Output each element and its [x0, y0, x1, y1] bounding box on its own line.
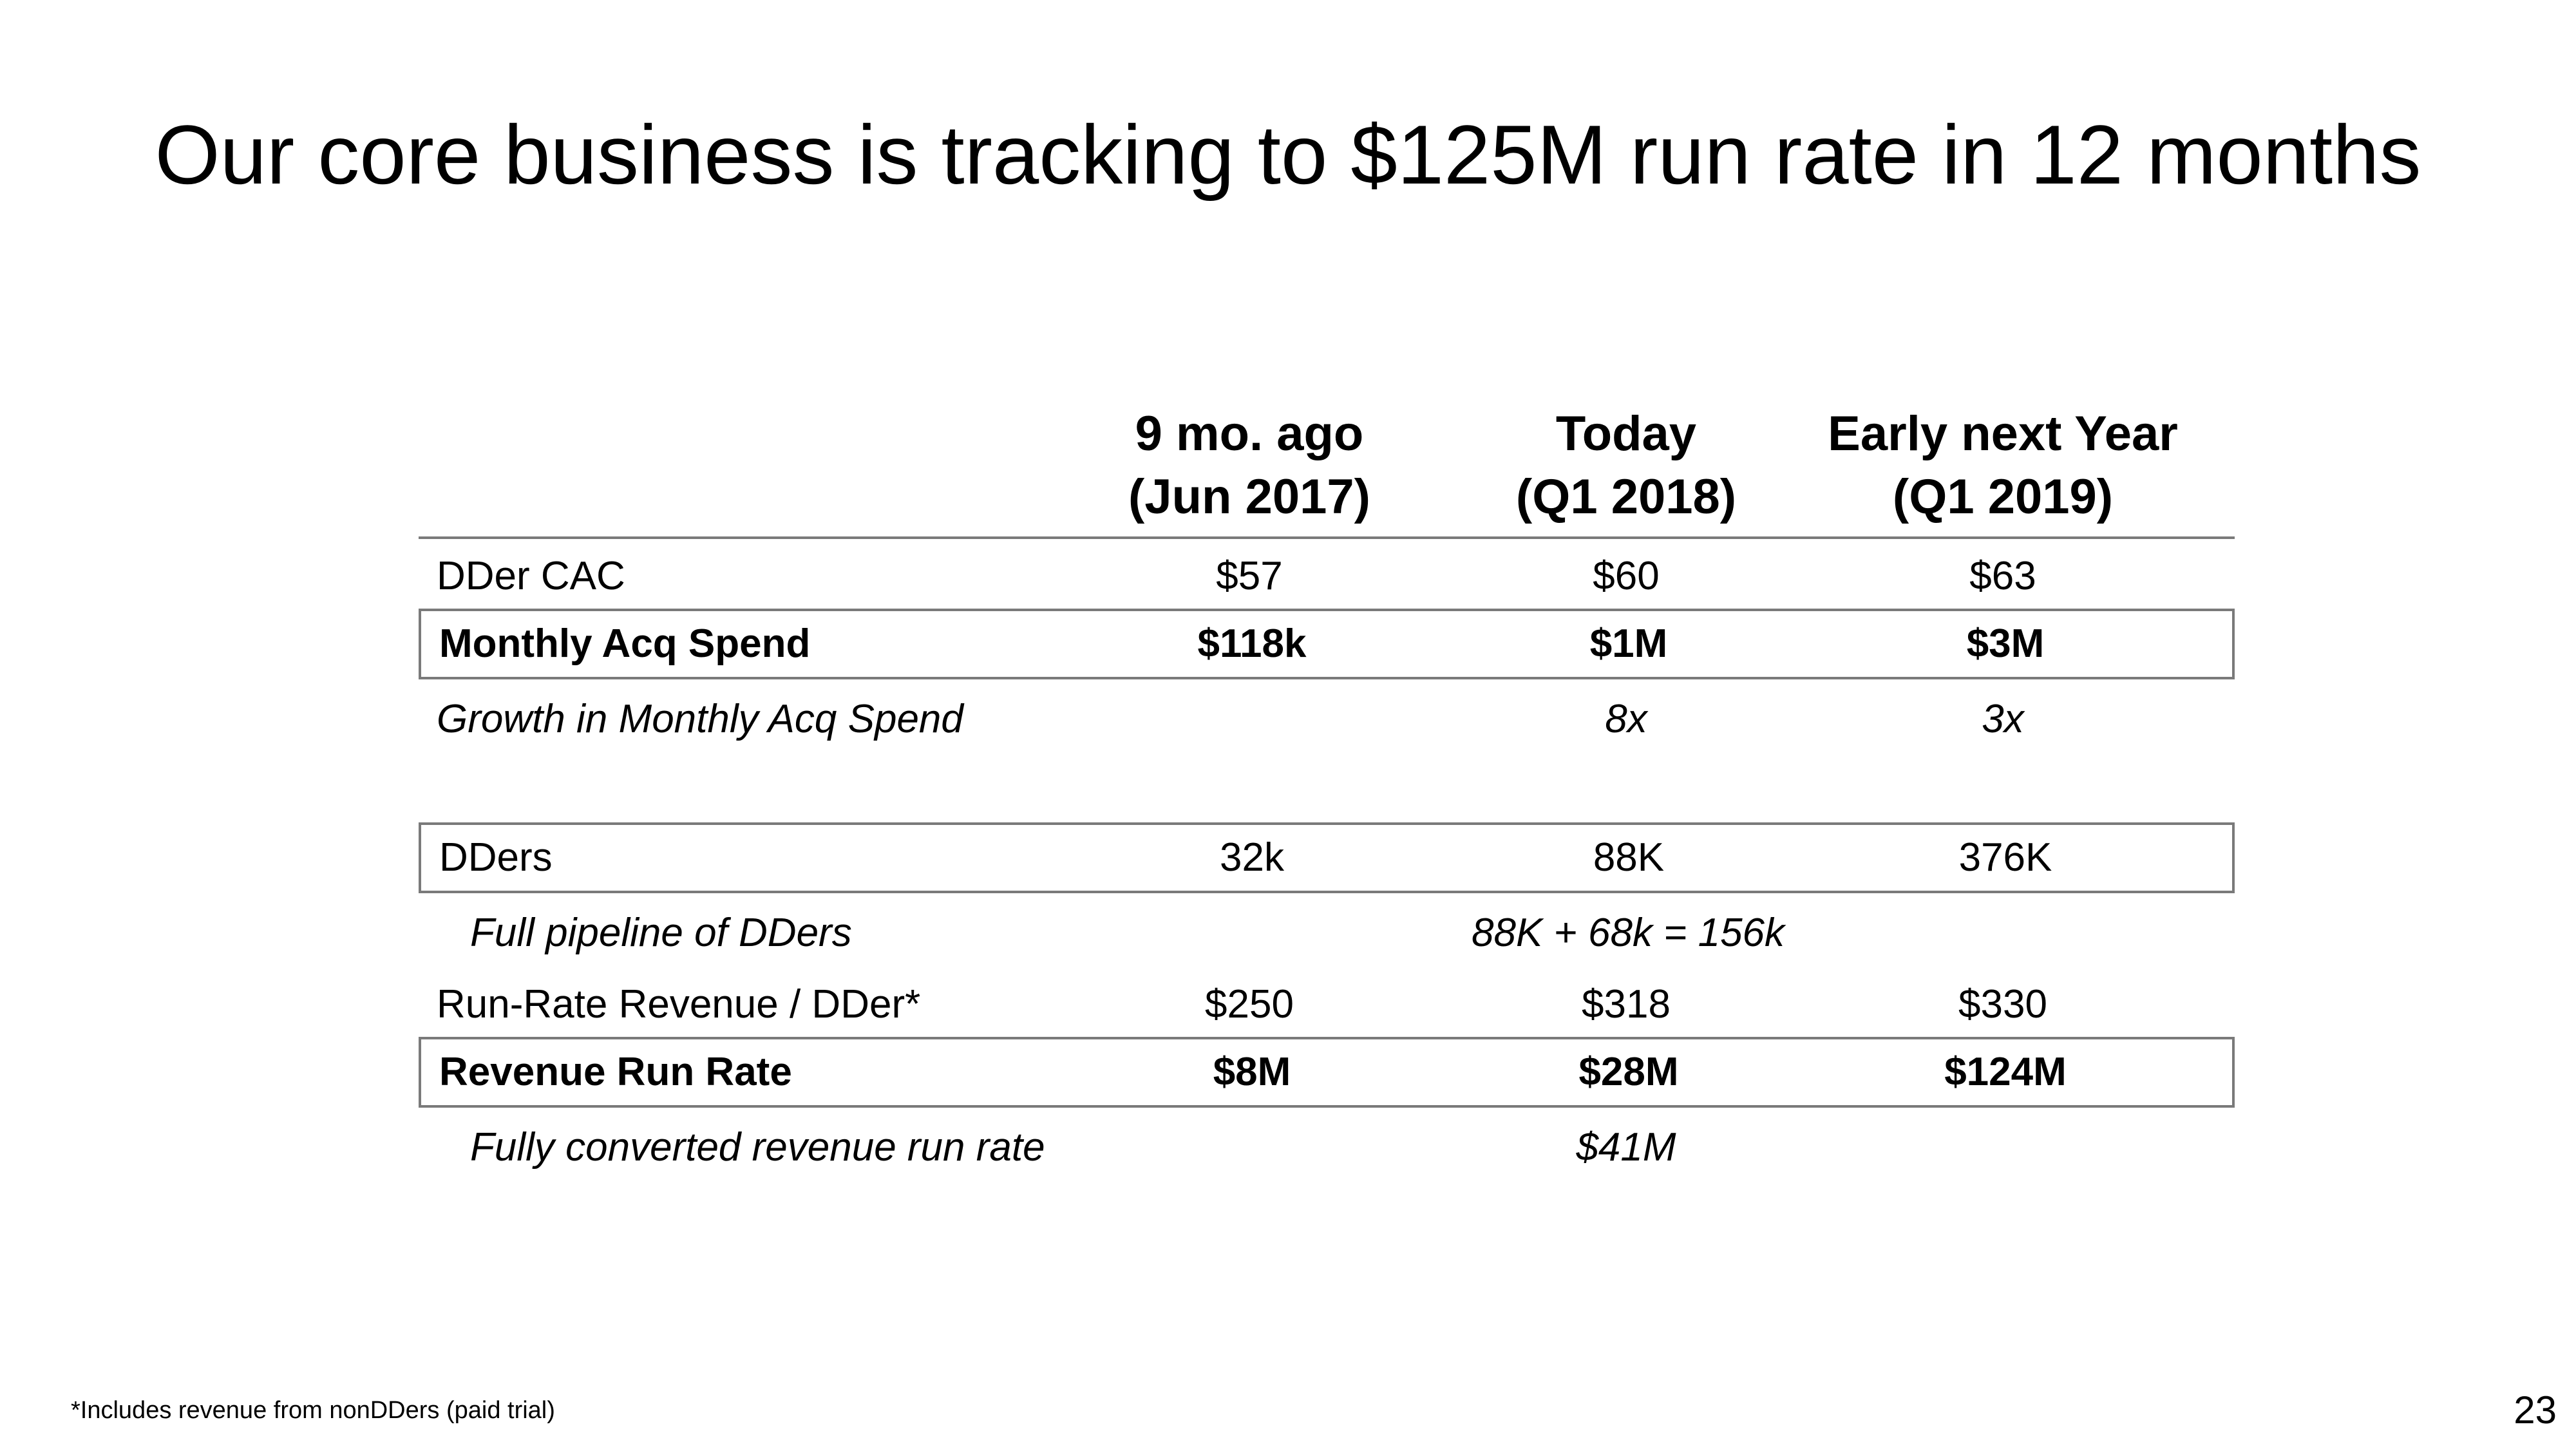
row-label: Fully converted revenue run rate [470, 1125, 1045, 1170]
cell-early-next-year: $63 [1969, 554, 2036, 598]
column-header-line2: (Q1 2019) [1892, 469, 2114, 524]
row-label: DDer CAC [437, 554, 625, 598]
cell-early-next-year: $3M [1966, 621, 2045, 666]
column-header-line1: Early next Year [1828, 406, 2178, 461]
cell-today: 88K + 68k = 156k [1472, 911, 1785, 955]
row-fully-converted-run-rate: Fully converted revenue run rate $41M [419, 1112, 2235, 1183]
column-header-today: Today (Q1 2018) [1465, 402, 1787, 538]
cell-today: $41M [1576, 1125, 1676, 1170]
cell-9mo-ago: $250 [1205, 982, 1294, 1027]
row-label: Revenue Run Rate [439, 1050, 792, 1094]
cell-9mo-ago: 32k [1220, 835, 1284, 880]
slide-title: Our core business is tracking to $125M r… [155, 108, 2421, 202]
cell-9mo-ago: $57 [1216, 554, 1283, 598]
cell-today: $318 [1582, 982, 1671, 1027]
row-label: Run-Rate Revenue / DDer* [437, 982, 921, 1027]
row-label: Monthly Acq Spend [439, 621, 811, 666]
cell-early-next-year: 376K [1958, 835, 2052, 880]
page-number: 23 [2514, 1388, 2557, 1432]
column-header-line2: (Q1 2018) [1515, 469, 1737, 524]
cell-early-next-year: $330 [1958, 982, 2047, 1027]
row-label: Growth in Monthly Acq Spend [437, 697, 963, 741]
row-dders: DDers 32k 88K 376K [419, 822, 2235, 893]
row-growth-monthly-acq-spend: Growth in Monthly Acq Spend 8x 3x [419, 684, 2235, 755]
cell-9mo-ago: $118k [1197, 621, 1307, 666]
cell-today: $60 [1593, 554, 1660, 598]
cell-early-next-year: $124M [1944, 1050, 2067, 1094]
row-label: DDers [439, 835, 553, 880]
cell-today: 88K [1593, 835, 1665, 880]
row-revenue-run-rate: Revenue Run Rate $8M $28M $124M [419, 1037, 2235, 1108]
row-full-pipeline: Full pipeline of DDers 88K + 68k = 156k [419, 898, 2235, 969]
row-label: Full pipeline of DDers [470, 911, 852, 955]
row-monthly-acq-spend: Monthly Acq Spend $118k $1M $3M [419, 609, 2235, 679]
row-dder-cac: DDer CAC $57 $60 $63 [419, 541, 2235, 612]
column-header-line1: 9 mo. ago [1135, 406, 1364, 461]
cell-today: $28M [1578, 1050, 1679, 1094]
header-divider [419, 536, 2235, 539]
cell-today: $1M [1589, 621, 1668, 666]
cell-today: 8x [1605, 697, 1647, 741]
footnote: *Includes revenue from nonDDers (paid tr… [71, 1397, 555, 1424]
row-run-rate-revenue-per-dder: Run-Rate Revenue / DDer* $250 $318 $330 [419, 969, 2235, 1040]
column-header-line1: Today [1555, 406, 1697, 461]
column-header-early-next-year: Early next Year (Q1 2019) [1823, 402, 2183, 538]
cell-early-next-year: 3x [1982, 697, 2024, 741]
metrics-table: 9 mo. ago (Jun 2017) Today (Q1 2018) Ear… [419, 0, 2235, 1449]
column-header-line2: (Jun 2017) [1128, 469, 1370, 524]
cell-9mo-ago: $8M [1213, 1050, 1291, 1094]
column-header-9mo-ago: 9 mo. ago (Jun 2017) [1088, 402, 1410, 538]
